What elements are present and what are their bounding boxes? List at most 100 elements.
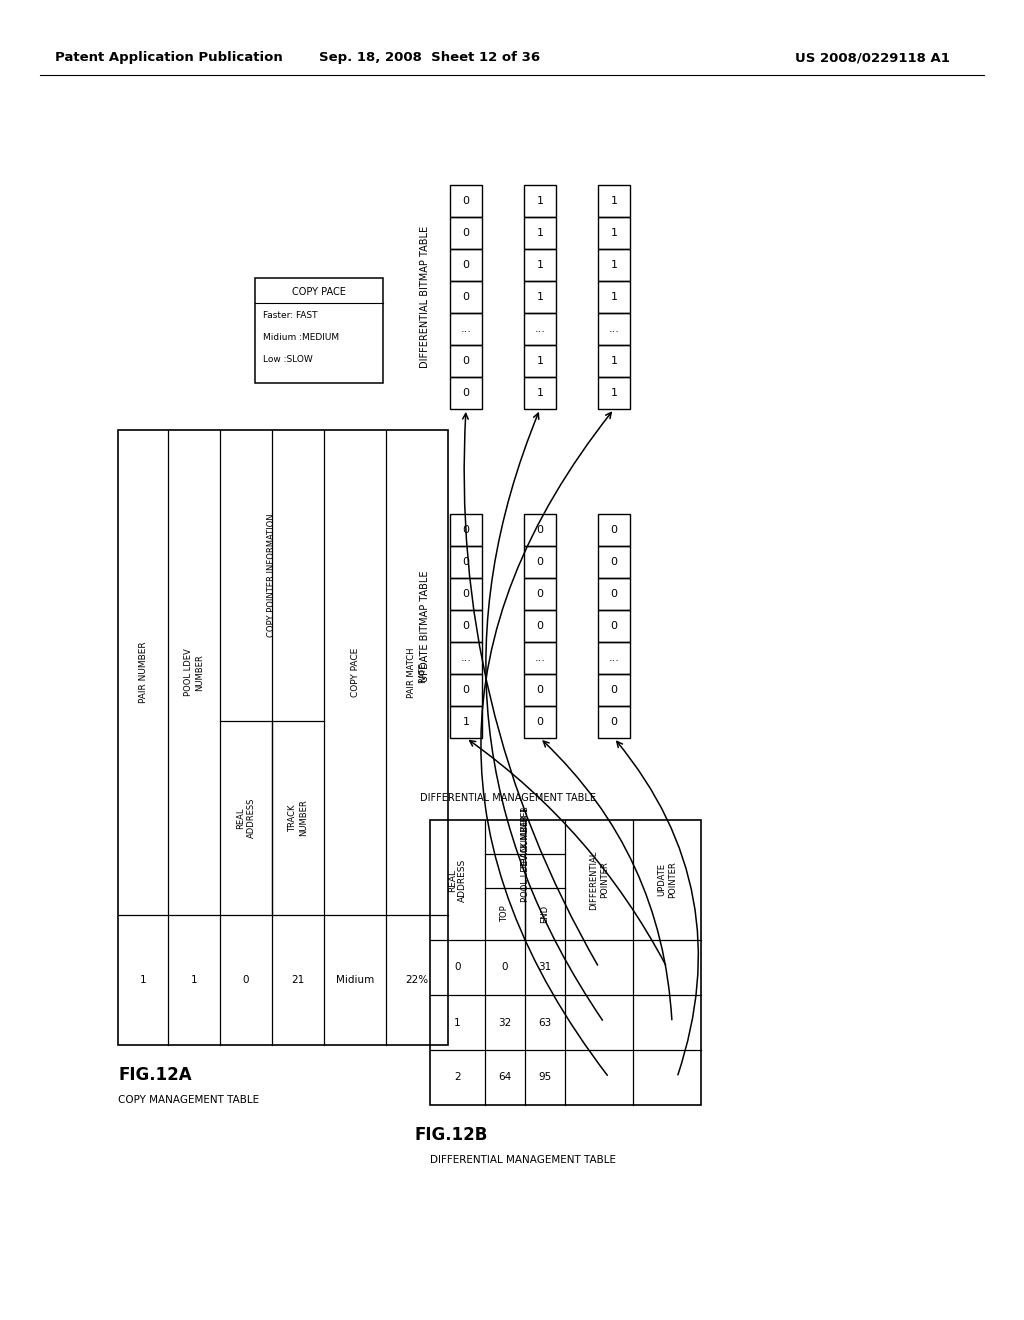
Text: 1: 1 — [610, 195, 617, 206]
Text: 32: 32 — [499, 1018, 512, 1027]
Text: Low :SLOW: Low :SLOW — [263, 355, 312, 364]
Bar — [598, 610, 630, 642]
Text: FIG.12A: FIG.12A — [118, 1067, 191, 1084]
Text: 64: 64 — [499, 1072, 512, 1082]
Text: 0: 0 — [455, 962, 461, 973]
Bar — [524, 706, 556, 738]
Text: POOL LDEV NUMBER 1: POOL LDEV NUMBER 1 — [520, 807, 529, 902]
Text: 0: 0 — [537, 557, 544, 568]
Bar — [598, 546, 630, 578]
Text: 1: 1 — [610, 356, 617, 366]
Bar — [450, 378, 482, 409]
Bar — [598, 578, 630, 610]
Text: 1: 1 — [537, 228, 544, 238]
Text: 1: 1 — [610, 388, 617, 399]
Bar — [450, 610, 482, 642]
Text: COPY PACE: COPY PACE — [292, 286, 346, 297]
Text: 1: 1 — [610, 228, 617, 238]
Text: 63: 63 — [539, 1018, 552, 1027]
Bar — [430, 820, 701, 1105]
Bar — [598, 706, 630, 738]
Bar — [524, 281, 556, 313]
Bar — [598, 642, 630, 675]
Text: 0: 0 — [610, 717, 617, 727]
Text: 0: 0 — [463, 557, 469, 568]
Bar — [598, 378, 630, 409]
Text: Sep. 18, 2008  Sheet 12 of 36: Sep. 18, 2008 Sheet 12 of 36 — [319, 51, 541, 65]
Bar — [450, 281, 482, 313]
Bar — [450, 675, 482, 706]
Bar — [524, 313, 556, 345]
Text: 0: 0 — [610, 620, 617, 631]
Text: 0: 0 — [463, 228, 469, 238]
Text: 31: 31 — [539, 962, 552, 973]
Text: 0: 0 — [243, 975, 249, 985]
Bar — [450, 546, 482, 578]
Bar — [450, 513, 482, 546]
Text: 0: 0 — [463, 685, 469, 696]
Text: COPY PACE: COPY PACE — [350, 648, 359, 697]
Bar — [524, 216, 556, 249]
Bar — [524, 675, 556, 706]
Text: TRACK
NUMBER: TRACK NUMBER — [289, 800, 307, 837]
Text: UPDATE
POINTER: UPDATE POINTER — [657, 862, 677, 899]
Bar — [524, 185, 556, 216]
Bar — [524, 378, 556, 409]
Text: DIFFERENTIAL BITMAP TABLE: DIFFERENTIAL BITMAP TABLE — [420, 226, 430, 368]
Text: TRACK NUMBER: TRACK NUMBER — [520, 807, 529, 867]
Text: 2: 2 — [455, 1072, 461, 1082]
Text: ...: ... — [461, 323, 471, 334]
Bar — [450, 706, 482, 738]
Text: 1: 1 — [537, 388, 544, 399]
Text: 1: 1 — [537, 195, 544, 206]
Bar — [450, 185, 482, 216]
Text: 1: 1 — [610, 260, 617, 271]
Text: ...: ... — [608, 653, 620, 663]
Text: 1: 1 — [537, 292, 544, 302]
Text: 1: 1 — [139, 975, 146, 985]
Text: 0: 0 — [537, 589, 544, 599]
Text: UPDATE BITMAP TABLE: UPDATE BITMAP TABLE — [420, 570, 430, 681]
Bar — [598, 675, 630, 706]
Bar — [524, 578, 556, 610]
Bar — [598, 249, 630, 281]
Bar — [524, 610, 556, 642]
Text: Midium :MEDIUM: Midium :MEDIUM — [263, 334, 339, 342]
Text: 1: 1 — [610, 292, 617, 302]
Bar — [598, 216, 630, 249]
Text: 0: 0 — [463, 195, 469, 206]
Text: 1: 1 — [537, 260, 544, 271]
Text: ...: ... — [461, 653, 471, 663]
Text: US 2008/0229118 A1: US 2008/0229118 A1 — [795, 51, 950, 65]
Text: DIFFERENTIAL MANAGEMENT TABLE: DIFFERENTIAL MANAGEMENT TABLE — [430, 1155, 616, 1166]
Text: REAL
ADDRESS: REAL ADDRESS — [237, 797, 256, 838]
Text: 1: 1 — [537, 356, 544, 366]
Text: Midium: Midium — [336, 975, 374, 985]
Bar — [450, 249, 482, 281]
Text: ...: ... — [535, 323, 546, 334]
Text: 0: 0 — [463, 589, 469, 599]
Bar — [450, 578, 482, 610]
Text: 21: 21 — [292, 975, 304, 985]
Text: PAIR NUMBER: PAIR NUMBER — [138, 642, 147, 704]
Bar — [524, 513, 556, 546]
Text: 0: 0 — [502, 962, 508, 973]
Text: REAL
ADDRESS: REAL ADDRESS — [447, 858, 467, 902]
Text: Faster: FAST: Faster: FAST — [263, 312, 317, 321]
Text: POOL LDEV
NUMBER: POOL LDEV NUMBER — [184, 648, 204, 697]
Bar — [450, 216, 482, 249]
Text: 95: 95 — [539, 1072, 552, 1082]
Bar — [598, 313, 630, 345]
Text: 0: 0 — [610, 525, 617, 535]
Bar — [598, 345, 630, 378]
Text: END: END — [541, 906, 550, 923]
Text: COPY MANAGEMENT TABLE: COPY MANAGEMENT TABLE — [118, 1096, 259, 1105]
Text: 0: 0 — [463, 356, 469, 366]
Bar — [118, 430, 449, 1045]
Text: FIG.12B: FIG.12B — [415, 1126, 488, 1144]
Bar — [450, 345, 482, 378]
Text: COPY POINTER INFORMATION: COPY POINTER INFORMATION — [267, 513, 276, 638]
Text: 0: 0 — [537, 525, 544, 535]
Text: PAIR MATCH
RATE: PAIR MATCH RATE — [408, 647, 427, 698]
Text: 0: 0 — [537, 685, 544, 696]
